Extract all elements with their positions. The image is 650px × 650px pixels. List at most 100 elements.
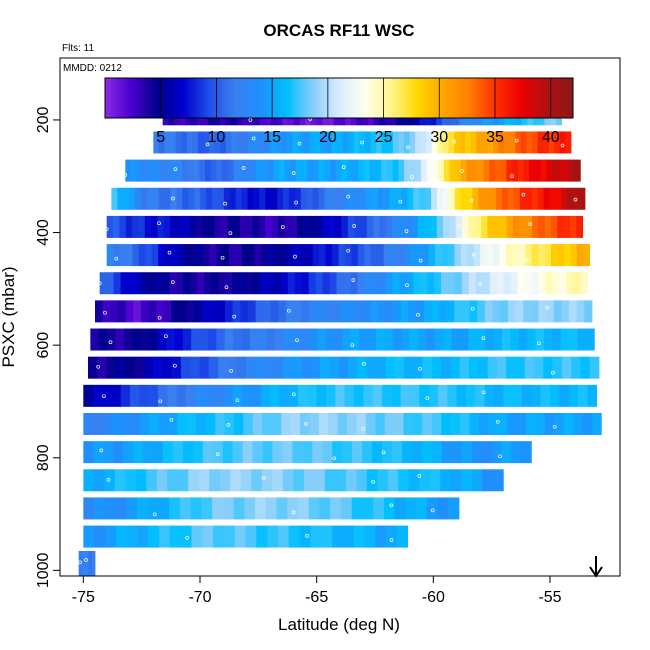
band-cell <box>172 441 184 464</box>
band-cell <box>378 272 386 295</box>
band-cell <box>338 244 346 267</box>
band-cell <box>344 384 355 407</box>
band-cell <box>145 244 153 267</box>
band-cell <box>438 159 445 182</box>
band-cell <box>264 356 275 379</box>
band-cell <box>442 187 450 210</box>
band-cell <box>220 215 228 238</box>
band-cell <box>170 159 177 182</box>
band-cell <box>169 272 177 295</box>
band-cell <box>419 384 430 407</box>
colorbar-tick-label: 40 <box>542 129 560 146</box>
band-cell <box>194 187 201 210</box>
band-cell <box>381 159 388 182</box>
band-cell <box>170 187 177 210</box>
band-cell <box>352 159 359 182</box>
colorbar-swatch <box>242 78 246 118</box>
band-cell <box>360 215 368 238</box>
band-cell <box>136 159 143 182</box>
band-cell <box>500 159 507 182</box>
colorbar-swatch <box>318 78 322 118</box>
band-cell <box>216 159 223 182</box>
band-cell <box>227 356 238 379</box>
band-cell <box>376 131 383 154</box>
band-cell <box>589 356 600 379</box>
band-cell <box>454 187 462 210</box>
band-cell <box>362 441 373 464</box>
band-cell <box>259 272 268 295</box>
colorbar-swatch <box>128 78 132 118</box>
colorbar-swatch <box>350 78 355 118</box>
band-cell <box>298 497 310 520</box>
band-cell <box>477 159 485 182</box>
band-cell <box>565 131 572 154</box>
band-cell <box>147 497 159 520</box>
band-cell <box>569 328 578 351</box>
band-cell <box>461 469 473 492</box>
band-cell <box>481 131 488 154</box>
band-cell <box>392 272 400 295</box>
sample-point <box>352 224 357 228</box>
band-cell <box>470 131 477 154</box>
band-cell <box>515 131 522 154</box>
band-cell <box>219 469 231 492</box>
sample-point <box>185 536 189 540</box>
band-cell <box>578 384 588 407</box>
sample-point <box>291 171 296 175</box>
band-cell <box>413 356 423 379</box>
sample-point <box>498 454 502 459</box>
sample-point <box>102 394 106 399</box>
colorbar-swatch <box>312 78 317 118</box>
band-cell <box>499 244 507 267</box>
sample-point <box>452 139 456 144</box>
band-cell <box>494 384 504 407</box>
band-cell <box>251 469 263 492</box>
band-cell <box>500 215 507 238</box>
band-cell <box>446 300 455 323</box>
band-cell <box>203 131 210 154</box>
band-cell <box>292 131 299 154</box>
band-cell <box>273 272 282 295</box>
band-cell <box>94 525 106 548</box>
colorbar-swatch <box>365 78 369 118</box>
sample-point <box>552 424 557 429</box>
sample-point <box>157 315 162 320</box>
band-cell <box>197 131 204 154</box>
band-cell <box>157 328 167 351</box>
band-cell <box>127 272 135 295</box>
band-cell <box>232 384 243 407</box>
band-cell <box>394 412 404 435</box>
band-cell <box>466 384 476 407</box>
band-cell <box>252 215 260 238</box>
band-cell <box>207 328 217 351</box>
colorbar-swatch <box>148 78 153 118</box>
band-cell <box>531 215 539 238</box>
y-tick-label: 1000 <box>35 552 52 588</box>
band-cell <box>524 272 532 295</box>
sample-point <box>425 396 430 401</box>
band-cell <box>548 131 555 154</box>
band-cell <box>454 244 462 267</box>
band-cell <box>448 131 455 154</box>
band-cell <box>398 215 406 238</box>
sample-point <box>457 223 461 228</box>
band-cell <box>113 215 120 238</box>
band-cell <box>484 187 491 210</box>
band-cell <box>485 328 494 351</box>
band-cell <box>293 469 305 492</box>
band-cell <box>560 328 570 351</box>
band-cell <box>377 187 385 210</box>
colorbar-swatch <box>195 78 200 118</box>
band-cell <box>407 187 414 210</box>
colorbar-swatch <box>213 78 217 118</box>
band-cell <box>375 159 382 182</box>
band-cell <box>466 159 473 182</box>
band-cell <box>267 244 275 267</box>
band-cell <box>329 356 340 379</box>
band-cell <box>132 328 142 351</box>
y-tick-label: 400 <box>35 219 52 246</box>
band-cell <box>318 412 329 435</box>
band-cell <box>510 328 520 351</box>
band-cell <box>322 441 333 464</box>
band-cell <box>328 215 336 238</box>
